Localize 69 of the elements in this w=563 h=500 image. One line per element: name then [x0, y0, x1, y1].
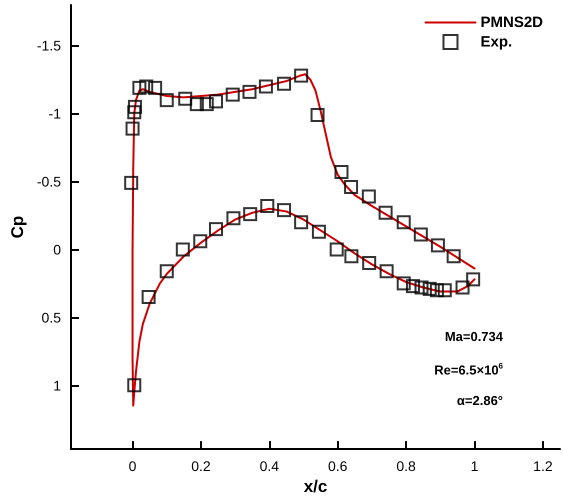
annotation: Ma=0.734	[444, 329, 504, 344]
legend-label: Exp.	[480, 34, 512, 50]
point	[243, 207, 258, 222]
y-axis-title: Cp	[8, 216, 27, 238]
point	[466, 272, 480, 286]
point	[139, 79, 154, 94]
y-tick-label: 1	[53, 377, 62, 394]
point	[127, 105, 142, 120]
point	[330, 242, 344, 256]
point	[226, 88, 240, 102]
point	[128, 100, 142, 114]
point	[362, 189, 376, 204]
point	[362, 256, 376, 270]
point	[260, 199, 274, 213]
point	[456, 280, 470, 294]
point	[200, 97, 214, 112]
point	[396, 215, 411, 230]
point	[208, 94, 223, 108]
y-tick-label: 0.5	[42, 309, 62, 326]
y-tick-label: -1.5	[36, 38, 62, 54]
y-tick-label: 0	[53, 241, 62, 258]
point	[406, 279, 420, 294]
x-tick-label: 0.6	[328, 458, 348, 474]
point	[226, 211, 240, 226]
point	[176, 242, 190, 256]
point	[242, 84, 256, 99]
point	[438, 283, 452, 298]
point	[277, 76, 292, 91]
x-tick-label: 1	[470, 458, 479, 474]
point	[312, 224, 326, 239]
point	[178, 92, 192, 106]
point	[344, 249, 358, 264]
point	[446, 249, 461, 264]
point	[132, 80, 146, 95]
x-tick-label: 0.4	[260, 458, 280, 474]
point	[414, 280, 429, 294]
point	[208, 222, 223, 236]
point	[160, 93, 174, 108]
point	[380, 264, 394, 278]
x-axis-title: x/c	[304, 477, 328, 496]
point	[258, 79, 273, 94]
point	[378, 206, 393, 220]
x-tick-label: 0	[128, 458, 137, 474]
point	[422, 282, 437, 296]
x-tick-label: 0.8	[396, 458, 416, 474]
point	[160, 264, 174, 278]
point	[310, 108, 325, 122]
point	[430, 238, 445, 252]
point	[414, 228, 428, 242]
point	[148, 80, 162, 95]
y-tick-label: -1	[48, 106, 62, 122]
point	[294, 68, 308, 83]
point	[142, 290, 156, 304]
point	[334, 165, 348, 180]
legend-label: PMNS2D	[480, 14, 544, 31]
point	[193, 234, 208, 248]
x-tick-label: 0.2	[191, 458, 211, 474]
annotation: α=2.86°	[456, 393, 504, 408]
point	[396, 276, 411, 290]
y-tick-label: -0.5	[36, 174, 62, 190]
point	[124, 176, 138, 190]
point	[294, 215, 308, 230]
x-tick-label: 1.2	[533, 458, 553, 474]
point	[126, 122, 140, 136]
point	[127, 378, 142, 392]
point	[344, 180, 358, 194]
point	[430, 283, 444, 298]
point	[277, 203, 292, 218]
point	[190, 97, 204, 112]
